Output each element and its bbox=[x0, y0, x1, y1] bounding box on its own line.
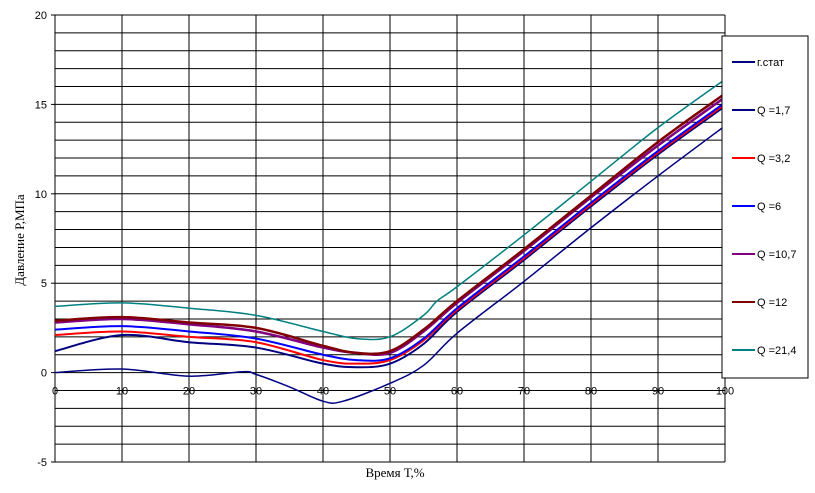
series-line-6 bbox=[54, 78, 726, 341]
legend: г.стат Q =1,7 Q =3,2 Q =6 Q =10,7 Q =12 Q =21,… bbox=[721, 35, 809, 379]
y-tick-label: 0 bbox=[41, 368, 47, 380]
x-axis-ticks: 0 10 20 30 40 50 60 70 80 90 100 bbox=[52, 386, 734, 398]
y-tick-label: 5 bbox=[41, 278, 47, 290]
grid bbox=[54, 14, 726, 463]
x-axis-title: Время Т,% bbox=[365, 465, 424, 480]
x-tick-label: 10 bbox=[116, 386, 128, 398]
series-line-4 bbox=[54, 96, 726, 356]
x-tick-label: 60 bbox=[451, 386, 463, 398]
series-line-0 bbox=[54, 125, 726, 404]
x-tick-label: 20 bbox=[183, 386, 195, 398]
legend-label: Q =21,4 bbox=[757, 345, 796, 357]
y-axis-title: Давление Р,МПа bbox=[12, 194, 27, 286]
x-tick-label: 30 bbox=[250, 386, 262, 398]
y-tick-label: 20 bbox=[35, 10, 47, 22]
x-tick-label: 100 bbox=[716, 386, 734, 398]
y-tick-label: 10 bbox=[35, 189, 47, 201]
y-tick-label: 15 bbox=[35, 99, 47, 111]
x-tick-label: 80 bbox=[585, 386, 597, 398]
legend-label: Q =6 bbox=[757, 201, 781, 213]
y-axis-ticks: -5 0 5 10 15 20 bbox=[35, 10, 55, 469]
x-tick-label: 0 bbox=[52, 386, 58, 398]
series-line-2 bbox=[54, 103, 726, 365]
x-tick-label: 90 bbox=[652, 386, 664, 398]
series-lines bbox=[54, 78, 726, 404]
legend-label: Q =12 bbox=[757, 297, 787, 309]
legend-label: Q =1,7 bbox=[757, 105, 790, 117]
y-tick-label: -5 bbox=[37, 457, 47, 469]
x-tick-label: 70 bbox=[518, 386, 530, 398]
x-tick-label: 40 bbox=[317, 386, 329, 398]
legend-label: г.стат bbox=[757, 57, 784, 69]
legend-label: Q =10,7 bbox=[757, 249, 796, 261]
series-line-5 bbox=[54, 92, 726, 356]
x-tick-label: 50 bbox=[384, 386, 396, 398]
series-line-3 bbox=[54, 101, 726, 362]
legend-label: Q =3,2 bbox=[757, 153, 790, 165]
series-line-1 bbox=[54, 105, 726, 369]
